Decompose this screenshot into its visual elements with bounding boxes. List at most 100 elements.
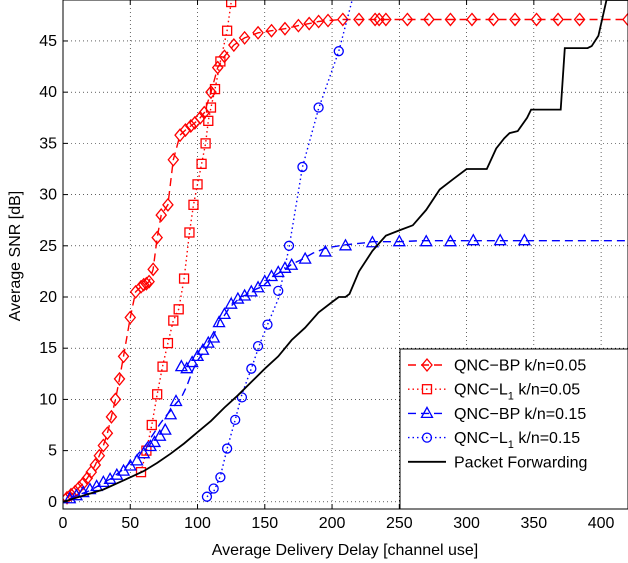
data-point [252, 341, 264, 352]
data-point [318, 244, 332, 257]
data-point [312, 14, 325, 29]
data-point [137, 446, 151, 459]
data-point [226, 0, 237, 8]
data-point [117, 349, 130, 364]
y-tick-label: 15 [39, 340, 57, 357]
data-point [188, 199, 199, 210]
y-tick-label: 35 [39, 135, 57, 152]
data-point [401, 12, 414, 27]
data-point [169, 394, 183, 407]
data-point [207, 330, 221, 343]
data-point [279, 21, 291, 36]
data-point [336, 12, 349, 27]
data-point [162, 337, 174, 349]
data-point [573, 12, 586, 27]
legend-label: QNC−BP k/n=0.15 [454, 406, 586, 423]
data-point [221, 25, 233, 36]
data-point [167, 152, 180, 167]
data-point [298, 251, 312, 264]
legend-label-subscript: 1 [508, 391, 514, 403]
data-point [63, 490, 73, 505]
data-point [262, 319, 273, 330]
data-point [143, 274, 155, 289]
data-point [190, 349, 205, 362]
legend-label-main: QNC−BP k/n=0.05 [454, 358, 586, 375]
legend: QNC−BP k/n=0.05 QNC−L1 k/n=0.05 QNC−BP k/n… [399, 348, 628, 510]
data-point [179, 123, 192, 138]
data-point [203, 115, 214, 126]
legend-label-tail: k/n=0.05 [514, 382, 580, 399]
data-point [297, 161, 308, 173]
data-point [443, 234, 458, 247]
x-axis-label: Average Delivery Delay [channel use] [212, 542, 479, 559]
data-point [419, 234, 433, 247]
data-point [353, 12, 365, 27]
y-tick-label: 10 [39, 391, 57, 408]
data-point [93, 448, 106, 463]
y-tick-label: 45 [39, 33, 57, 50]
data-point [517, 233, 532, 246]
data-point [265, 23, 278, 38]
data-point [238, 288, 252, 301]
y-tick-label: 25 [39, 238, 57, 255]
data-point [137, 277, 150, 292]
data-point [201, 491, 213, 502]
data-point [209, 83, 221, 95]
data-point [246, 363, 257, 374]
data-point [174, 359, 188, 372]
data-point [146, 419, 157, 431]
series-line [206, 0, 353, 498]
y-tick-label: 40 [39, 84, 57, 101]
data-point [369, 12, 381, 27]
series-line [66, 18, 628, 499]
legend-label-subscript: 1 [508, 439, 514, 451]
x-tick-label: 400 [588, 515, 615, 532]
data-point [124, 310, 137, 325]
legend-marker [420, 406, 434, 419]
data-point [221, 443, 233, 454]
data-point [185, 355, 199, 368]
data-point [236, 392, 248, 403]
data-point [162, 197, 174, 212]
data-point [173, 304, 184, 315]
data-point [105, 409, 118, 424]
series-0 [63, 12, 628, 505]
data-point [292, 18, 305, 33]
data-point [365, 235, 380, 248]
legend-label: QNC−L1 k/n=0.05 [454, 382, 580, 403]
data-point [252, 25, 264, 40]
data-point [208, 483, 219, 494]
data-point [509, 12, 521, 27]
x-tick-label: 350 [520, 515, 547, 532]
data-point [135, 466, 147, 478]
data-point [140, 276, 153, 291]
data-point [264, 269, 279, 282]
data-point [147, 262, 159, 277]
data-point [158, 422, 172, 435]
data-point [130, 453, 144, 466]
x-tick-label: 100 [184, 515, 211, 532]
data-point [113, 371, 126, 386]
data-point [109, 392, 122, 407]
data-point [333, 46, 344, 57]
data-point [227, 38, 240, 53]
data-point [271, 265, 285, 278]
series-line [63, 0, 628, 503]
data-point [303, 16, 316, 31]
legend-label: QNC−L1 k/n=0.15 [454, 430, 580, 451]
data-point [89, 457, 102, 472]
data-point [273, 285, 284, 297]
data-point [101, 426, 114, 441]
data-point [466, 233, 480, 246]
y-tick-label: 20 [39, 289, 57, 306]
legend-marker [421, 357, 433, 373]
data-point [322, 13, 334, 28]
legend-marker [421, 384, 433, 395]
data-point [238, 30, 251, 45]
legend-label: QNC−BP k/n=0.05 [454, 358, 586, 375]
data-point [493, 233, 507, 246]
data-point [338, 238, 353, 251]
data-point [168, 315, 179, 326]
data-point [178, 273, 190, 284]
data-point [103, 471, 117, 484]
